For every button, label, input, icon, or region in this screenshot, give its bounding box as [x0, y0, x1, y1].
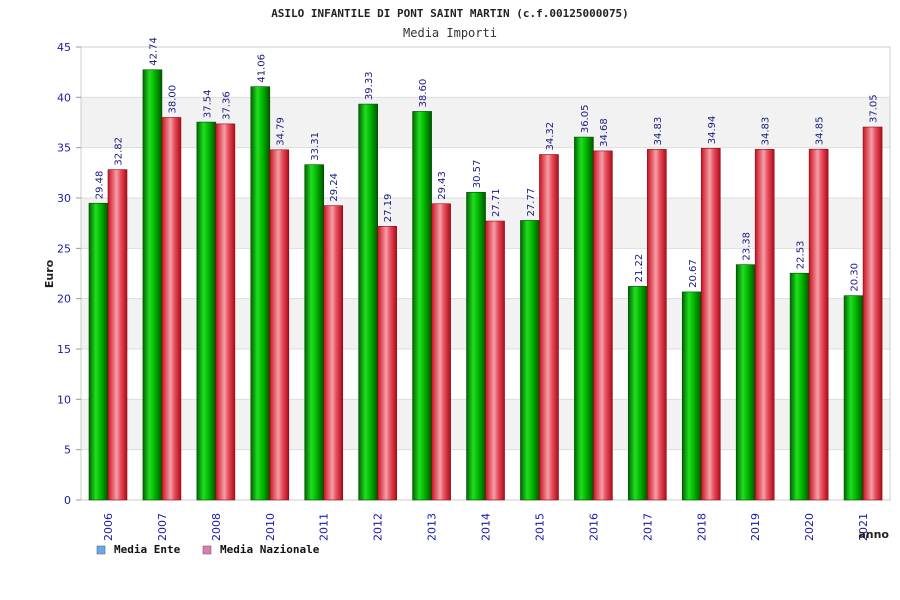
bar-media-ente-2020 [789, 272, 810, 501]
x-tick-label-2006: 2006 [102, 513, 115, 541]
data-label-media-ente-2008: 37.54 [202, 89, 213, 118]
data-label-media-ente-2011: 33.31 [310, 132, 321, 161]
data-label-media-ente-2010: 41.06 [256, 54, 267, 83]
bar-media-nazionale-2010 [269, 149, 290, 501]
bar-media-ente-2012 [358, 103, 378, 501]
bar-media-ente-2021 [843, 295, 864, 501]
y-axis-label: Euro [43, 259, 56, 288]
data-label-media-nazionale-2015: 34.32 [545, 122, 556, 151]
data-label-media-ente-2019: 23.38 [742, 232, 753, 261]
data-label-media-nazionale-2007: 38.00 [167, 85, 178, 114]
bar-media-nazionale-2014 [485, 220, 505, 501]
y-tick-label: 20 [57, 293, 71, 306]
x-tick-label-2015: 2015 [533, 513, 546, 541]
bar-media-ente-2016 [574, 136, 594, 501]
chart-title: ASILO INFANTILE DI PONT SAINT MARTIN (c.… [271, 7, 629, 20]
y-tick-label: 10 [57, 393, 71, 406]
y-tick-label: 45 [57, 41, 71, 54]
data-label-media-ente-2013: 38.60 [418, 79, 429, 108]
x-tick-label-2011: 2011 [318, 513, 331, 541]
data-label-media-ente-2021: 20.30 [850, 263, 861, 292]
x-axis-label: anno [858, 528, 889, 541]
data-label-media-nazionale-2012: 27.19 [383, 194, 394, 223]
bar-media-ente-2010 [250, 86, 271, 501]
x-tick-label-2013: 2013 [426, 513, 439, 541]
data-label-media-ente-2020: 22.53 [796, 241, 807, 270]
data-label-media-nazionale-2019: 34.83 [761, 117, 772, 146]
legend-label-media-ente: Media Ente [114, 543, 181, 556]
bar-media-nazionale-2007 [161, 117, 182, 501]
bar-media-nazionale-2011 [323, 205, 344, 501]
bar-media-ente-2019 [735, 264, 756, 501]
data-label-media-nazionale-2020: 34.85 [815, 117, 826, 146]
bar-media-ente-2013 [412, 111, 432, 501]
data-labels: 29.48 32.82 42.74 38.00 37.54 37.36 41.06 34.79… [95, 37, 880, 292]
x-tick-label-2010: 2010 [264, 513, 277, 541]
data-label-media-ente-2016: 36.05 [580, 104, 591, 133]
bar-media-ente-2018 [681, 291, 702, 501]
bar-media-ente-2015 [520, 220, 540, 501]
bar-media-nazionale-2018 [700, 147, 721, 501]
x-tick-label-2017: 2017 [641, 513, 654, 541]
bar-media-ente-2011 [304, 164, 325, 501]
data-label-media-ente-2017: 21.22 [634, 254, 645, 283]
x-tick-label-2014: 2014 [480, 513, 493, 541]
legend-swatch-media-ente [96, 545, 106, 555]
bar-media-nazionale-2006 [107, 169, 128, 501]
y-tick-label: 30 [57, 192, 71, 205]
y-tick-label: 35 [57, 142, 71, 155]
data-label-media-nazionale-2021: 37.05 [869, 94, 880, 123]
data-label-media-nazionale-2017: 34.83 [653, 117, 664, 146]
data-label-media-ente-2014: 30.57 [472, 160, 483, 189]
data-label-media-nazionale-2013: 29.43 [437, 171, 448, 200]
x-axis-ticks: 2006 2007 2008 2010 2011 2012 2013 2014 2015 2016… [102, 513, 870, 541]
data-label-media-nazionale-2010: 34.79 [275, 117, 286, 146]
data-label-media-ente-2018: 20.67 [688, 259, 699, 288]
y-tick-label: 40 [57, 91, 71, 104]
bar-media-ente-2017 [628, 286, 648, 501]
bar-media-nazionale-2013 [431, 203, 451, 501]
data-label-media-nazionale-2011: 29.24 [329, 173, 340, 202]
y-tick-label: 15 [57, 343, 71, 356]
data-label-media-ente-2006: 29.48 [95, 171, 106, 200]
bar-media-nazionale-2019 [754, 149, 775, 501]
x-tick-label-2007: 2007 [156, 513, 169, 541]
data-label-media-ente-2015: 27.77 [526, 188, 537, 217]
bar-media-nazionale-2008 [215, 123, 236, 501]
legend-swatch-media-nazionale [202, 545, 212, 555]
y-tick-label: 5 [64, 444, 71, 457]
bars [88, 69, 883, 501]
data-label-media-nazionale-2018: 34.94 [707, 116, 718, 145]
bar-media-ente-2006 [88, 202, 109, 501]
data-label-media-ente-2007: 42.74 [148, 37, 159, 66]
bar-media-ente-2007 [142, 69, 163, 501]
data-label-media-nazionale-2006: 32.82 [114, 137, 125, 166]
y-axis-ticks: 0 5 10 15 20 25 30 35 40 45 [57, 41, 81, 507]
x-tick-label-2021: 2021 [857, 513, 870, 541]
bar-media-ente-2014 [466, 191, 486, 501]
x-tick-label-2008: 2008 [210, 513, 223, 541]
legend-label-media-nazionale: Media Nazionale [220, 543, 320, 556]
bar-media-nazionale-2015 [539, 154, 559, 501]
x-tick-label-2016: 2016 [587, 513, 600, 541]
data-label-media-nazionale-2014: 27.71 [491, 188, 502, 217]
x-tick-label-2020: 2020 [803, 513, 816, 541]
bar-media-nazionale-2020 [808, 148, 829, 501]
bar-media-nazionale-2021 [862, 126, 883, 501]
bar-media-nazionale-2012 [377, 225, 397, 501]
y-tick-label: 0 [64, 494, 71, 507]
y-tick-label: 25 [57, 242, 71, 255]
data-label-media-ente-2012: 39.33 [364, 71, 375, 100]
data-label-media-nazionale-2008: 37.36 [221, 91, 232, 120]
x-tick-label-2012: 2012 [372, 513, 385, 541]
bar-media-nazionale-2017 [647, 149, 667, 501]
bar-media-ente-2008 [196, 121, 217, 501]
bar-media-nazionale-2016 [593, 150, 613, 501]
x-tick-label-2019: 2019 [749, 513, 762, 541]
x-tick-label-2018: 2018 [695, 513, 708, 541]
chart-subtitle: Media Importi [403, 26, 497, 40]
data-label-media-nazionale-2016: 34.68 [599, 118, 610, 147]
legend: Media Ente Media Nazionale [96, 543, 320, 556]
